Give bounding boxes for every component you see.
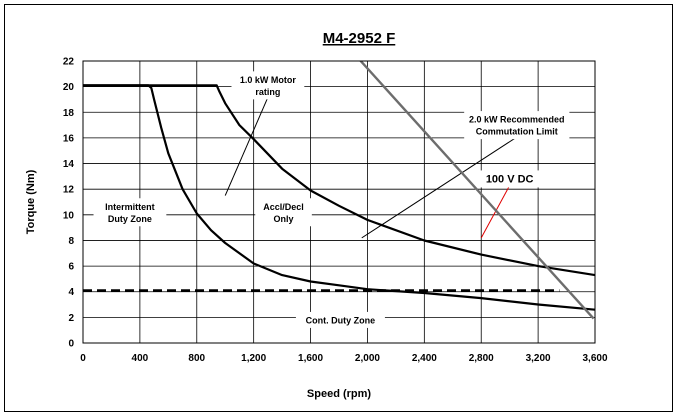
y-tick-label: 10 [63, 210, 75, 221]
series-layer [83, 61, 595, 320]
annotation-text: Intermittent [105, 202, 155, 212]
chart-title: M4-2952 F [323, 30, 396, 47]
x-tick-label: 2,800 [469, 353, 494, 364]
y-tick-label: 0 [68, 339, 74, 350]
series-commutation [83, 84, 595, 277]
x-tick-label: 2,400 [412, 353, 437, 364]
x-tick-label: 2,000 [355, 353, 380, 364]
annotation-text: rating [255, 87, 280, 97]
axes: 0 2 4 6 8 10 12 14 16 18 20 22 0 400 800 1,200 1,600 2,00… [63, 57, 608, 365]
y-tick-label: 22 [63, 57, 75, 68]
y-tick-label: 14 [63, 159, 75, 170]
y-tick-label: 18 [63, 108, 75, 119]
annotation-text: 1.0 kW Motor [240, 75, 297, 85]
y-tick-label: 16 [63, 133, 75, 144]
x-tick-label: 800 [188, 353, 205, 364]
y-tick-label: 8 [68, 236, 74, 247]
annotation-text: Duty Zone [108, 214, 152, 224]
label-background [255, 198, 312, 227]
y-tick-label: 20 [63, 82, 75, 93]
plot-border [82, 60, 596, 344]
leader-line [224, 97, 269, 196]
y-tick-label: 12 [63, 185, 75, 196]
annotation-text: 100 V DC [486, 173, 534, 185]
annotation-layer: 1.0 kW Motor rating 2.0 kW Recommended Comm… [93, 71, 570, 328]
annotation-text: Commutation Limit [476, 127, 558, 137]
series-motor [83, 84, 595, 311]
label-background [479, 170, 541, 188]
label-background [93, 198, 167, 227]
annotation-text: Cont. Duty Zone [306, 315, 376, 325]
annotation-comm-limit: 2.0 kW Recommended Commutation Limit [361, 111, 570, 239]
y-tick-label: 6 [68, 262, 74, 273]
annotation-motor-rating: 1.0 kW Motor rating [224, 71, 305, 196]
label-background [231, 71, 305, 100]
annotation-accl: Accl/Decl Only [255, 198, 312, 227]
leader-line [361, 136, 518, 239]
x-tick-label: 400 [132, 353, 149, 364]
y-axis-title: Torque (Nm) [25, 169, 37, 234]
annotation-cont: Cont. Duty Zone [295, 311, 385, 328]
x-tick-label: 0 [80, 353, 86, 364]
annotation-text: 2.0 kW Recommended [469, 115, 565, 125]
y-tick-label: 4 [68, 287, 74, 298]
label-background [464, 111, 570, 140]
annotation-text: Only [274, 214, 294, 224]
annotation-text: Accl/Decl [263, 202, 304, 212]
y-tick-label: 2 [68, 313, 74, 324]
x-axis-title: Speed (rpm) [307, 388, 372, 400]
annotation-intermittent: Intermittent Duty Zone [93, 198, 167, 227]
x-tick-label: 1,200 [241, 353, 266, 364]
x-tick-label: 1,600 [298, 353, 323, 364]
plot-area [83, 61, 595, 343]
series-voltage [359, 61, 595, 320]
x-tick-label: 3,600 [582, 353, 607, 364]
x-tick-label: 3,200 [526, 353, 551, 364]
label-background [295, 311, 385, 328]
